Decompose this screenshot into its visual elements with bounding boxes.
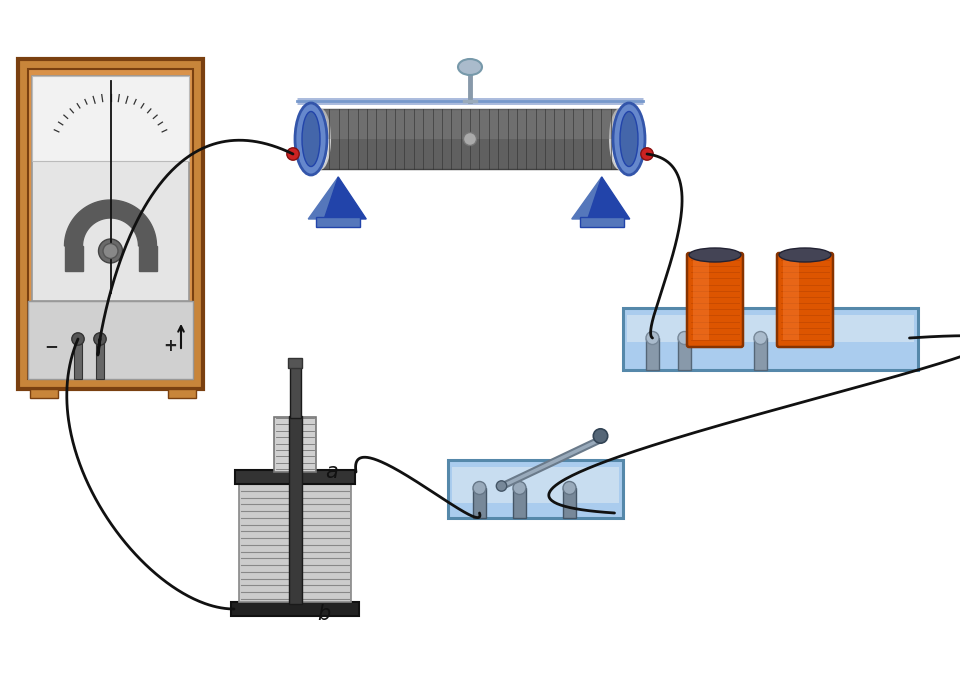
Bar	[74, 339, 82, 379]
Bar	[290, 366, 300, 418]
Bar	[288, 358, 302, 368]
Circle shape	[496, 481, 507, 491]
Ellipse shape	[302, 112, 320, 167]
FancyBboxPatch shape	[18, 59, 203, 389]
Circle shape	[464, 133, 476, 146]
Circle shape	[473, 482, 486, 495]
Bar	[678, 338, 691, 370]
Ellipse shape	[620, 112, 638, 167]
Bar	[231, 602, 359, 616]
Ellipse shape	[295, 103, 327, 175]
Circle shape	[287, 148, 300, 160]
Polygon shape	[64, 246, 83, 271]
Circle shape	[678, 332, 691, 344]
Text: a: a	[325, 462, 338, 482]
Polygon shape	[588, 177, 630, 219]
Bar	[96, 339, 104, 379]
Circle shape	[103, 244, 118, 258]
Polygon shape	[308, 177, 348, 219]
Bar	[693, 260, 708, 340]
Bar	[754, 338, 767, 370]
Bar	[289, 416, 301, 604]
Circle shape	[754, 332, 767, 344]
Bar	[320, 109, 620, 139]
Bar	[28, 301, 193, 379]
Bar	[580, 217, 624, 227]
Circle shape	[513, 482, 526, 495]
Bar	[239, 482, 351, 602]
Circle shape	[593, 429, 608, 443]
Bar	[783, 260, 799, 340]
Circle shape	[646, 332, 659, 344]
Ellipse shape	[779, 248, 831, 262]
Circle shape	[641, 148, 653, 160]
Bar	[32, 76, 189, 161]
FancyBboxPatch shape	[777, 253, 833, 347]
FancyBboxPatch shape	[622, 308, 918, 370]
FancyBboxPatch shape	[687, 253, 743, 347]
Text: +: +	[163, 337, 177, 355]
FancyBboxPatch shape	[447, 460, 622, 518]
Text: b: b	[317, 604, 330, 624]
Ellipse shape	[310, 109, 330, 169]
Polygon shape	[64, 200, 156, 246]
Ellipse shape	[613, 103, 645, 175]
Polygon shape	[138, 246, 156, 271]
Bar	[168, 389, 196, 398]
Bar	[646, 338, 659, 370]
Polygon shape	[572, 177, 612, 219]
Circle shape	[99, 239, 123, 263]
Bar	[513, 488, 526, 518]
Bar	[235, 470, 355, 484]
Bar	[473, 488, 486, 518]
Circle shape	[94, 333, 107, 345]
Bar	[627, 315, 914, 342]
FancyBboxPatch shape	[28, 69, 193, 379]
Circle shape	[72, 333, 84, 345]
Bar	[316, 217, 360, 227]
Bar	[563, 488, 576, 518]
Bar	[30, 389, 58, 398]
Circle shape	[563, 482, 576, 495]
Ellipse shape	[689, 248, 741, 262]
Polygon shape	[324, 177, 367, 219]
Text: −: −	[44, 337, 58, 355]
Bar	[32, 76, 189, 301]
Bar	[320, 109, 620, 169]
Ellipse shape	[610, 109, 630, 169]
Bar	[274, 417, 316, 472]
Ellipse shape	[458, 59, 482, 75]
Bar	[451, 467, 618, 503]
